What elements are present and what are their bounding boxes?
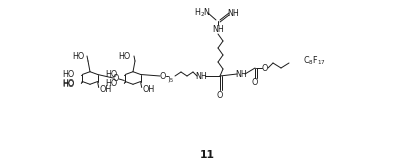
- Text: O: O: [262, 63, 268, 72]
- Text: OH: OH: [143, 85, 155, 94]
- Text: HO: HO: [105, 70, 117, 79]
- Text: HO: HO: [105, 79, 117, 88]
- Text: O: O: [217, 91, 223, 100]
- Text: HO: HO: [72, 51, 84, 60]
- Text: NH: NH: [195, 71, 207, 80]
- Text: 11: 11: [199, 150, 214, 160]
- Text: O: O: [113, 73, 119, 82]
- Text: HO: HO: [62, 70, 74, 79]
- Text: HO: HO: [62, 79, 74, 88]
- Text: OH: OH: [100, 85, 112, 94]
- Text: O: O: [252, 77, 258, 87]
- Text: H$_2$N: H$_2$N: [194, 7, 212, 19]
- Text: C$_8$F$_{17}$: C$_8$F$_{17}$: [303, 55, 326, 67]
- Text: )$_5$: )$_5$: [167, 74, 175, 84]
- Text: NH: NH: [212, 25, 224, 34]
- Text: O: O: [160, 71, 166, 80]
- Text: NH: NH: [235, 69, 247, 78]
- Text: HO: HO: [118, 51, 130, 60]
- Text: NH: NH: [227, 9, 239, 18]
- Text: HO: HO: [62, 80, 74, 89]
